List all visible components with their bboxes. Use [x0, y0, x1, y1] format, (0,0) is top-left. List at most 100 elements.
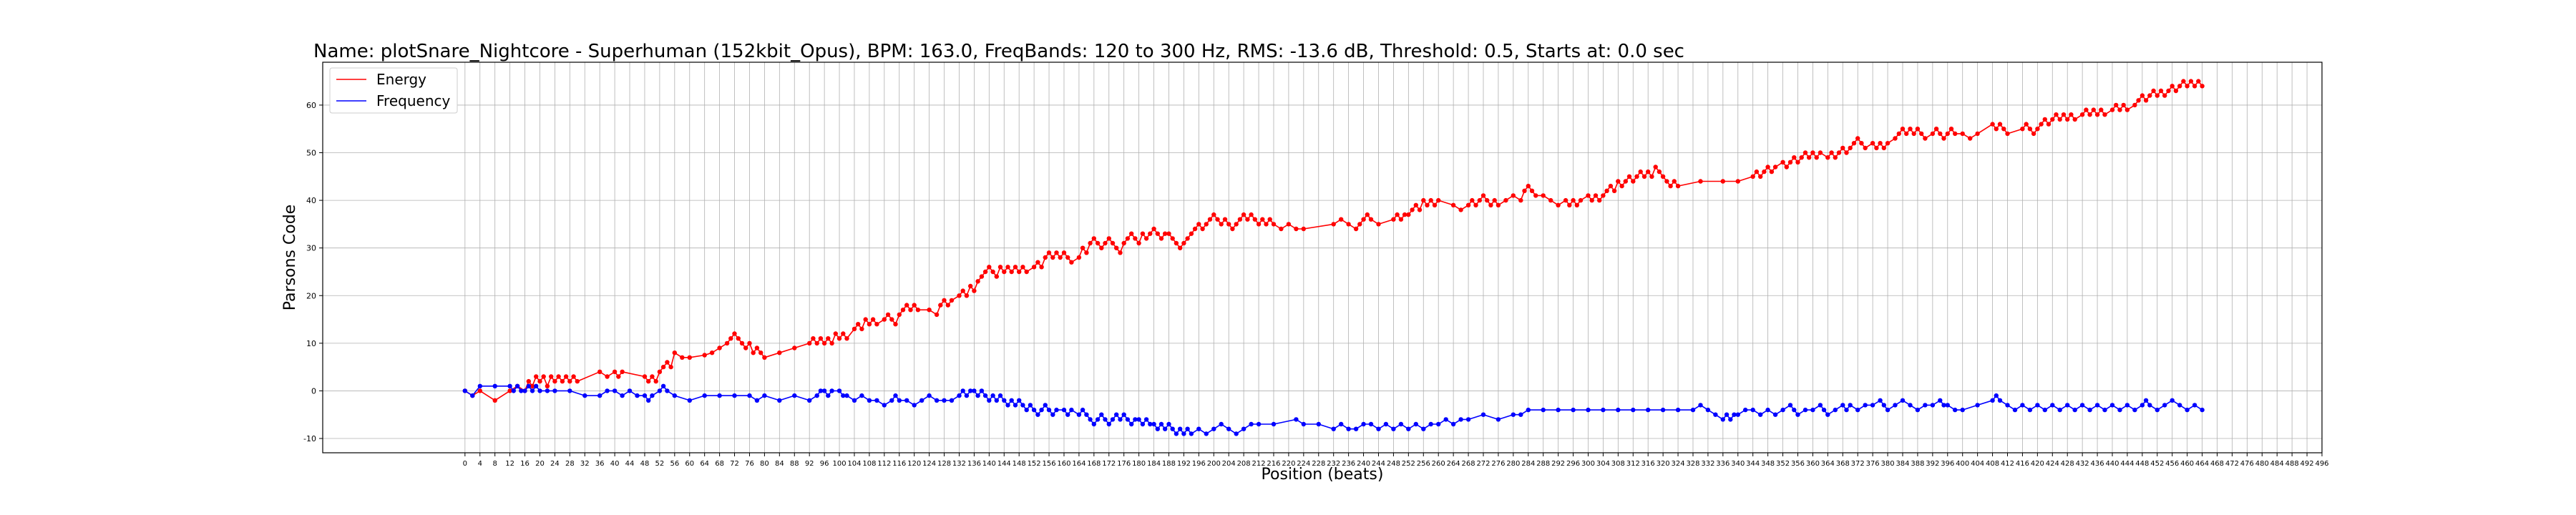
data-point-energy — [1574, 202, 1579, 207]
data-point-frequency — [1421, 426, 1426, 431]
data-point-energy — [1720, 179, 1725, 184]
data-point-frequency — [1189, 431, 1194, 436]
data-point-energy — [2124, 107, 2130, 112]
data-point-energy — [1450, 202, 1456, 207]
data-point-frequency — [1166, 421, 1171, 427]
data-point-energy — [2200, 84, 2205, 89]
data-point-energy — [1664, 179, 1669, 184]
data-point-energy — [1608, 183, 1614, 189]
y-tick-label: 0 — [311, 386, 316, 396]
data-point-energy — [2027, 127, 2033, 132]
data-point-energy — [852, 326, 857, 332]
data-point-frequency — [732, 393, 737, 398]
data-point-frequency — [2027, 407, 2033, 413]
data-point-energy — [1361, 217, 1366, 222]
x-tick-label: 104 — [847, 460, 861, 468]
data-point-frequency — [1353, 426, 1359, 431]
data-point-frequency — [968, 388, 973, 393]
data-point-energy — [1829, 150, 1834, 155]
x-tick-label: 412 — [2001, 460, 2014, 468]
data-point-energy — [747, 340, 752, 346]
data-point-frequency — [511, 388, 516, 393]
data-point-energy — [1465, 202, 1471, 207]
x-tick-label: 16 — [520, 460, 530, 468]
y-tick-label: 50 — [306, 149, 316, 158]
data-point-frequency — [1185, 426, 1190, 431]
data-point-energy — [526, 378, 531, 384]
data-point-frequency — [1458, 417, 1463, 422]
data-point-energy — [1260, 217, 1265, 222]
data-point-energy — [2162, 93, 2167, 98]
x-tick-label: 452 — [2150, 460, 2164, 468]
data-point-frequency — [874, 398, 879, 403]
data-point-energy — [1930, 131, 1936, 137]
data-point-energy — [1874, 145, 1879, 151]
data-point-energy — [1143, 236, 1149, 241]
legend-label-frequency: Frequency — [376, 92, 450, 109]
data-point-frequency — [1893, 403, 1898, 408]
data-point-energy — [545, 383, 550, 388]
data-point-frequency — [1690, 407, 1696, 413]
data-point-frequency — [1960, 407, 1965, 413]
x-tick-label: 136 — [967, 460, 981, 468]
data-point-energy — [821, 340, 827, 346]
data-point-energy — [1657, 169, 1662, 175]
data-point-energy — [668, 364, 673, 370]
x-tick-label: 408 — [1986, 460, 1999, 468]
data-point-frequency — [1301, 421, 1307, 427]
x-tick-label: 464 — [2195, 460, 2209, 468]
data-point-frequency — [1076, 412, 1082, 417]
data-point-frequency — [1095, 417, 1101, 422]
data-point-frequency — [2117, 407, 2122, 413]
data-point-energy — [2181, 79, 2186, 84]
data-point-energy — [507, 388, 512, 393]
x-tick-label: 324 — [1672, 460, 1685, 468]
data-point-frequency — [1728, 417, 1733, 422]
data-point-energy — [1470, 197, 1475, 203]
data-point-energy — [1518, 197, 1523, 203]
data-point-frequency — [1795, 412, 1800, 417]
data-point-energy — [1948, 127, 1954, 132]
x-tick-label: 312 — [1626, 460, 1640, 468]
data-point-energy — [758, 350, 763, 355]
data-point-energy — [1061, 250, 1067, 255]
data-point-energy — [2057, 117, 2062, 122]
data-point-energy — [530, 383, 535, 388]
data-point-frequency — [1465, 417, 1471, 422]
data-point-energy — [897, 312, 902, 318]
data-point-frequency — [1110, 417, 1116, 422]
data-point-frequency — [1713, 412, 1718, 417]
data-point-energy — [1836, 150, 1842, 155]
data-point-frequency — [1541, 407, 1546, 413]
data-point-frequency — [1720, 417, 1725, 422]
data-point-frequency — [2005, 403, 2010, 408]
x-tick-label: 448 — [2135, 460, 2149, 468]
data-point-frequency — [1758, 412, 1763, 417]
data-point-energy — [1353, 226, 1359, 232]
data-point-energy — [492, 398, 497, 403]
x-tick-label: 172 — [1102, 460, 1116, 468]
x-tick-label: 328 — [1686, 460, 1699, 468]
data-point-frequency — [1953, 407, 1958, 413]
data-point-frequency — [1997, 398, 2003, 403]
x-tick-label: 276 — [1491, 460, 1505, 468]
data-point-energy — [1911, 131, 1916, 137]
data-point-frequency — [702, 393, 707, 398]
x-tick-label: 488 — [2285, 460, 2299, 468]
data-point-energy — [1339, 217, 1344, 222]
data-point-frequency — [1646, 407, 1651, 413]
x-tick-label: 444 — [2120, 460, 2134, 468]
x-tick-label: 420 — [2031, 460, 2044, 468]
data-point-energy — [1436, 197, 1441, 203]
y-tick-label: 30 — [306, 244, 316, 253]
data-point-energy — [1279, 226, 1284, 232]
data-point-energy — [960, 288, 965, 293]
legend: Energy Frequency — [329, 67, 458, 114]
data-point-frequency — [792, 393, 797, 398]
data-point-frequency — [1765, 407, 1770, 413]
x-tick-label: 116 — [892, 460, 906, 468]
data-point-energy — [1365, 212, 1370, 217]
data-point-energy — [552, 378, 557, 384]
data-point-frequency — [717, 393, 722, 398]
